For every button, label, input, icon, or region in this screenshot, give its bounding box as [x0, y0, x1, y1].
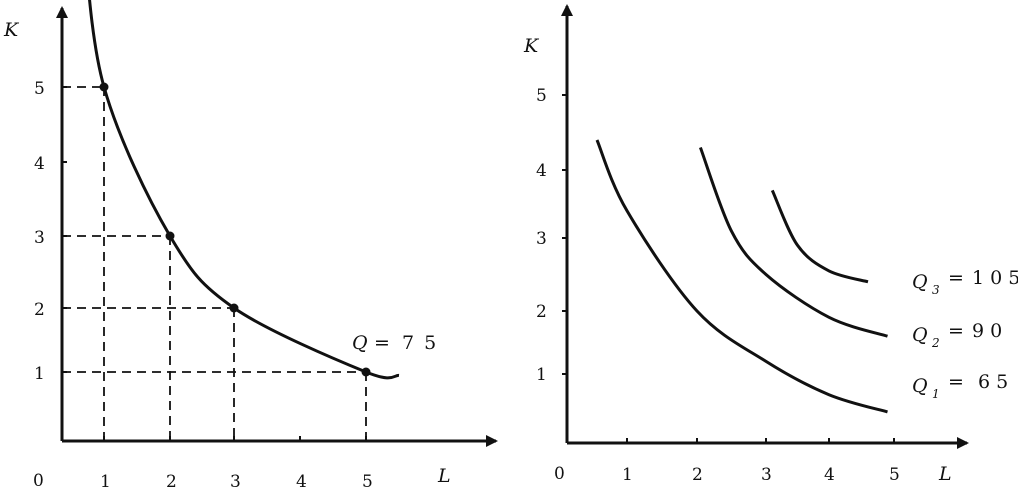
curve-label-q2: Q 2 = 9 0 [912, 320, 1002, 350]
x-tick-label: 1 [100, 472, 111, 491]
curve-label-q1: Q 1 = 6 5 [912, 371, 1008, 401]
y-axis-label: K [3, 19, 20, 41]
y-tick-label: 2 [34, 300, 45, 320]
origin-label: 0 [33, 471, 44, 491]
x-tick-label: 2 [166, 472, 177, 491]
curve-label-q1-equals: = [948, 371, 964, 393]
curve-label-q1-subscript: 1 [932, 387, 940, 401]
y-axis-label: K [523, 35, 540, 57]
y-tick-label: 3 [536, 229, 547, 249]
y-tick-label: 3 [34, 228, 45, 248]
x-tick-label: 2 [692, 465, 703, 485]
curve-label-value: 7 5 [402, 332, 438, 354]
x-tick-label: 1 [622, 465, 633, 485]
curve-label-equals: = [374, 332, 390, 354]
x-tick-label: 5 [362, 472, 373, 491]
x-tick-label: 3 [230, 472, 241, 491]
curve-label-q2-subscript: 2 [931, 336, 940, 350]
x-tick-label: 5 [889, 465, 900, 485]
data-point [361, 367, 371, 377]
curve-label-q: Q [352, 332, 368, 354]
curve-label-q2-letter: Q [912, 324, 928, 346]
y-tick-label: 4 [34, 154, 45, 174]
curve-label-q3-letter: Q [912, 271, 928, 293]
curve-label-q3-equals: = [948, 267, 964, 289]
curve-label-q1-value: 6 5 [978, 371, 1008, 393]
data-point [99, 82, 109, 92]
y-tick-label: 1 [536, 365, 547, 385]
x-axis-label: L [938, 463, 952, 485]
curve-label-q3-subscript: 3 [932, 283, 940, 297]
data-point [165, 231, 175, 241]
x-tick-label: 3 [761, 465, 772, 485]
x-tick-label: 4 [296, 472, 307, 491]
curve-label-q3: Q 3 = 1 0 5 [912, 267, 1018, 297]
y-tick-label: 5 [34, 79, 45, 99]
isoquant-curve-q2 [698, 146, 888, 338]
isoquant-curve [88, 0, 400, 380]
y-tick-label: 5 [536, 86, 547, 106]
curve-label-q2-value: 9 0 [972, 320, 1002, 342]
origin-label: 0 [554, 464, 565, 484]
data-point [229, 303, 239, 313]
x-axis-label: L [437, 465, 451, 487]
x-tick-label: 4 [824, 465, 835, 485]
left-isoquant-chart: K L 0 1 2 3 4 5 1 2 3 4 5 Q = 7 5 [3, 0, 498, 491]
right-isoquant-map-chart: K L 0 1 2 3 4 5 1 2 3 4 5 Q 3 = 1 0 5 Q 2 = 9 0 Q… [523, 4, 1018, 485]
isoquant-curve-q1 [595, 139, 888, 414]
isoquant-curve-q3 [770, 189, 869, 284]
curve-label-q2-equals: = [948, 320, 964, 342]
curve-label-q1-letter: Q [912, 375, 928, 397]
y-tick-label: 2 [536, 302, 547, 322]
y-tick-label: 1 [34, 364, 45, 384]
curve-label-q3-value: 1 0 5 [972, 267, 1018, 289]
y-tick-label: 4 [536, 161, 547, 181]
